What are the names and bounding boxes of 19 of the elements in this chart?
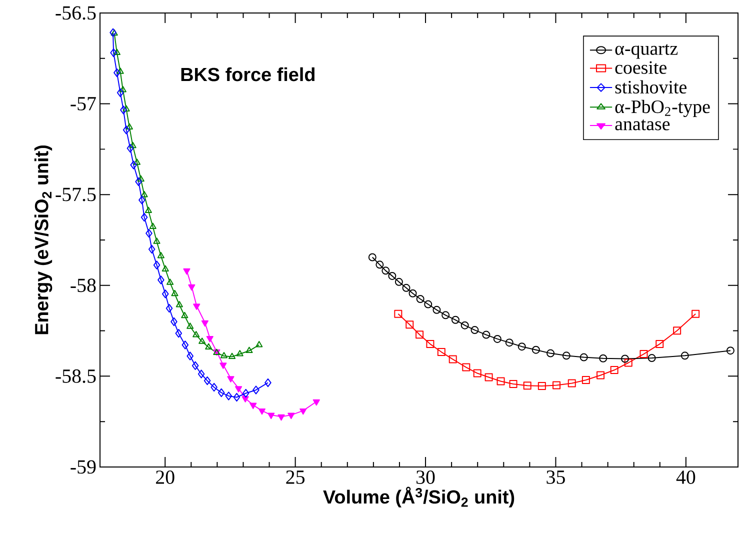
legend-label: anatase	[615, 119, 670, 130]
legend-label: stishovite	[615, 80, 686, 94]
y-tick-label: -58.5	[56, 369, 96, 383]
x-tick-label: 30	[416, 470, 435, 484]
y-tick-label: -59	[70, 460, 96, 474]
y-tick-label: -57.5	[56, 188, 96, 202]
x-axis-title: Volume (Å$^{3}$/SiO$_{2}$ unit)	[323, 486, 514, 508]
y-tick-label: -58	[70, 278, 96, 292]
x-tick-label: 20	[156, 470, 174, 484]
y-axis-title: Energy (eV/SiO$_{2}$ unit)	[34, 145, 52, 334]
legend-label: coesite	[615, 61, 666, 74]
x-tick-label: 40	[676, 470, 696, 484]
y-tick-label: -56.5	[56, 6, 96, 20]
x-tick-label: 25	[286, 470, 305, 484]
legend-label: α-quartz	[615, 44, 678, 59]
annotation: BKS force field	[181, 67, 314, 82]
y-tick-label: -57	[70, 97, 96, 110]
legend-label: α-PbO$_{2}$-type	[615, 100, 710, 118]
x-tick-label: 35	[546, 470, 565, 484]
